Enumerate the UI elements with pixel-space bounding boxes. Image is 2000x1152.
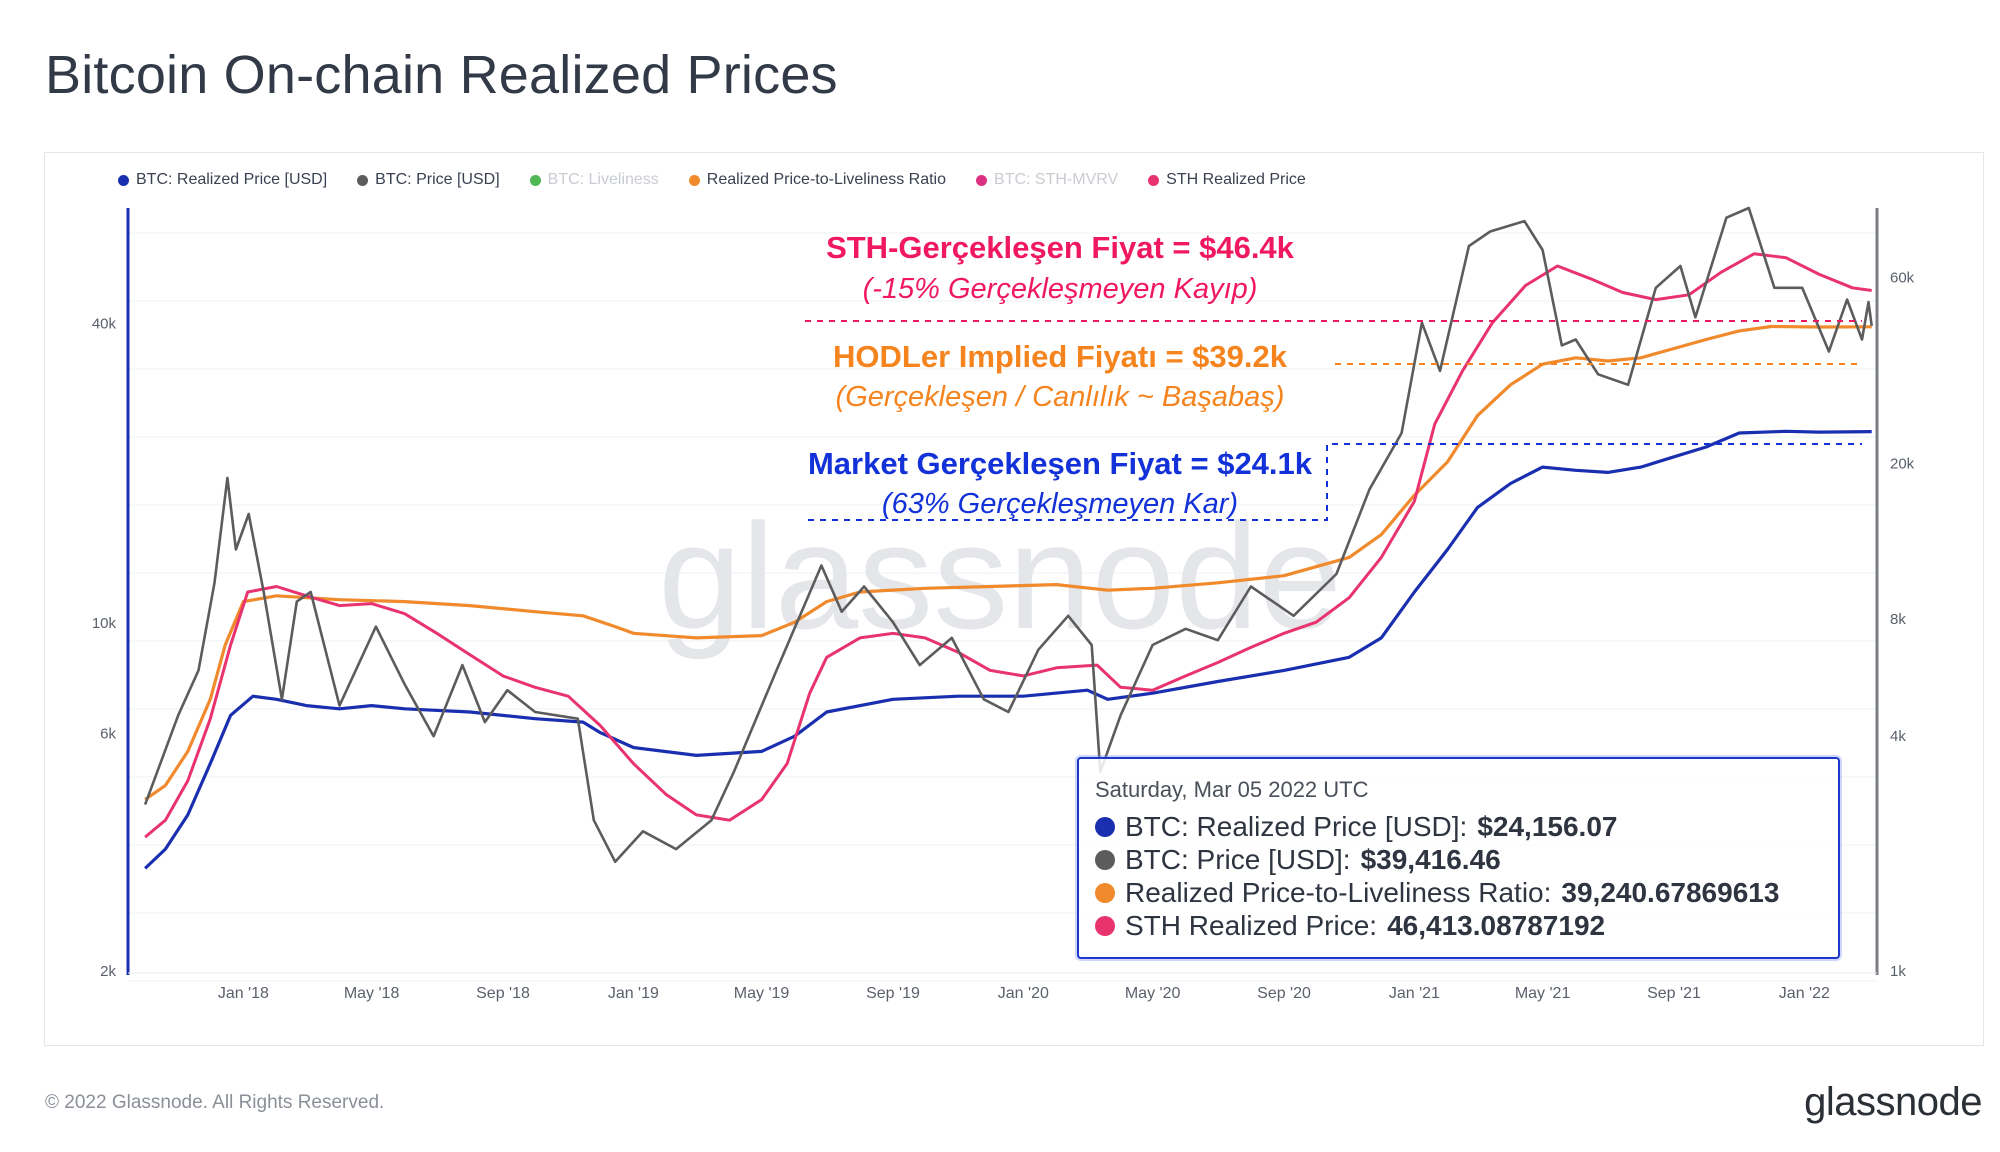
legend-dot-icon: [1148, 174, 1160, 186]
series-line-0: [143, 429, 1872, 870]
right-axis-tick-label: 20k: [1890, 456, 1915, 473]
legend-item-price[interactable]: BTC: Price [USD]: [357, 171, 500, 189]
legend-dot-icon: [976, 174, 988, 186]
series-dot-icon: [1095, 850, 1115, 870]
legend-label: Realized Price-to-Liveliness Ratio: [706, 171, 947, 188]
brand-logo: glassnode: [1804, 1080, 1982, 1124]
series-dot-icon: [1095, 883, 1115, 903]
tooltip-label: Realized Price-to-Liveliness Ratio:: [1125, 877, 1552, 908]
legend-dot-icon: [357, 174, 369, 186]
tooltip-row-realized: BTC: Realized Price [USD]: $24,156.07: [1095, 811, 1617, 843]
x-axis-tick-label: May '20: [1125, 985, 1181, 1002]
right-axis-tick-label: 4k: [1890, 728, 1906, 745]
right-axis-tick-label: 60k: [1890, 270, 1915, 287]
tooltip-value: 39,240.67869613: [1561, 877, 1780, 908]
tooltip-label: BTC: Realized Price [USD]:: [1125, 811, 1468, 842]
legend-item-realized-price[interactable]: BTC: Realized Price [USD]: [118, 171, 327, 189]
left-axis-tick-label: 40k: [92, 316, 117, 333]
right-axis-tick-label: 8k: [1890, 611, 1906, 628]
x-axis-tick-label: Jan '22: [1779, 985, 1830, 1002]
sth-annotation-title: STH-Gerçekleşen Fiyat = $46.4k: [826, 230, 1295, 265]
x-axis-tick-label: May '18: [344, 985, 400, 1002]
legend-label: STH Realized Price: [1166, 171, 1306, 188]
x-axis-tick-label: Jan '19: [608, 985, 659, 1002]
x-axis-tick-label: Sep '20: [1257, 985, 1311, 1002]
legend-label: BTC: Liveliness: [547, 171, 659, 188]
tooltip-value: $39,416.46: [1360, 844, 1501, 875]
market-guide-line: [808, 443, 1862, 521]
legend-dot-icon: [118, 174, 129, 186]
x-axis-tick-label: Sep '18: [476, 985, 530, 1002]
tooltip-date: Saturday, Mar 05 2022 UTC: [1095, 777, 1369, 802]
series-dot-icon: [1095, 817, 1115, 837]
hodl-annotation-title: HODLer Implied Fiyatı = $39.2k: [833, 339, 1288, 374]
legend-label: BTC: STH-MVRV: [994, 171, 1119, 188]
chart-tooltip: Saturday, Mar 05 2022 UTC BTC: Realized …: [1077, 757, 1840, 959]
copyright-footer: © 2022 Glassnode. All Rights Reserved.: [45, 1092, 385, 1113]
x-axis-tick-label: May '19: [734, 985, 790, 1002]
x-axis-tick-label: Jan '21: [1389, 985, 1440, 1002]
x-axis-tick-label: May '21: [1515, 985, 1571, 1002]
legend-item-liveliness[interactable]: BTC: Liveliness: [529, 171, 659, 189]
page-title: Bitcoin On-chain Realized Prices: [45, 45, 838, 105]
legend-item-sth-realized[interactable]: STH Realized Price: [1148, 171, 1306, 189]
x-axis-tick-label: Jan '20: [998, 985, 1049, 1002]
right-axis-tick-label: 1k: [1890, 963, 1906, 980]
tooltip-label: STH Realized Price:: [1125, 910, 1378, 941]
legend-dot-icon: [688, 174, 700, 186]
chart-legend: BTC: Realized Price [USD] BTC: Price [US…: [118, 171, 1306, 189]
tooltip-row-price: BTC: Price [USD]: $39,416.46: [1095, 844, 1501, 876]
legend-item-sth-mvrv[interactable]: BTC: STH-MVRV: [976, 171, 1118, 189]
tooltip-value: 46,413.08787192: [1387, 910, 1606, 941]
series-line-2: [144, 324, 1872, 801]
legend-item-hodl-ratio[interactable]: Realized Price-to-Liveliness Ratio: [688, 171, 947, 189]
left-axis-tick-label: 6k: [100, 726, 116, 743]
legend-label: BTC: Price [USD]: [375, 171, 500, 188]
legend-dot-icon: [529, 174, 541, 186]
left-axis-tick-label: 10k: [92, 615, 117, 632]
tooltip-row-hodl: Realized Price-to-Liveliness Ratio: 39,2…: [1095, 877, 1779, 909]
legend-label: BTC: Realized Price [USD]: [136, 171, 328, 188]
tooltip-label: BTC: Price [USD]:: [1125, 844, 1351, 875]
series-dot-icon: [1095, 916, 1115, 936]
market-annotation-title: Market Gerçekleşen Fiyat = $24.1k: [808, 446, 1313, 481]
x-axis-tick-label: Sep '19: [866, 985, 920, 1002]
series-line-3: [144, 252, 1872, 839]
series-line-1: [143, 206, 1873, 864]
tooltip-value: $24,156.07: [1477, 811, 1618, 842]
left-axis-tick-label: 2k: [100, 963, 116, 980]
market-annotation-subtitle: (63% Gerçekleşmeyen Kar): [882, 488, 1238, 520]
tooltip-row-sth: STH Realized Price: 46,413.08787192: [1095, 910, 1605, 942]
x-axis-tick-label: Sep '21: [1647, 985, 1701, 1002]
x-axis-tick-label: Jan '18: [218, 985, 269, 1002]
hodl-annotation-subtitle: (Gerçekleşen / Canlılık ~ Başabaş): [836, 381, 1285, 413]
sth-annotation-subtitle: (-15% Gerçekleşmeyen Kayıp): [863, 273, 1258, 305]
